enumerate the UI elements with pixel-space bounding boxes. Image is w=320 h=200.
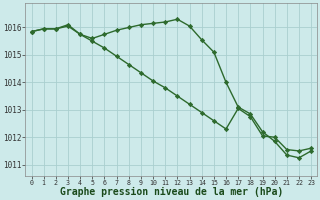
X-axis label: Graphe pression niveau de la mer (hPa): Graphe pression niveau de la mer (hPa) bbox=[60, 187, 283, 197]
